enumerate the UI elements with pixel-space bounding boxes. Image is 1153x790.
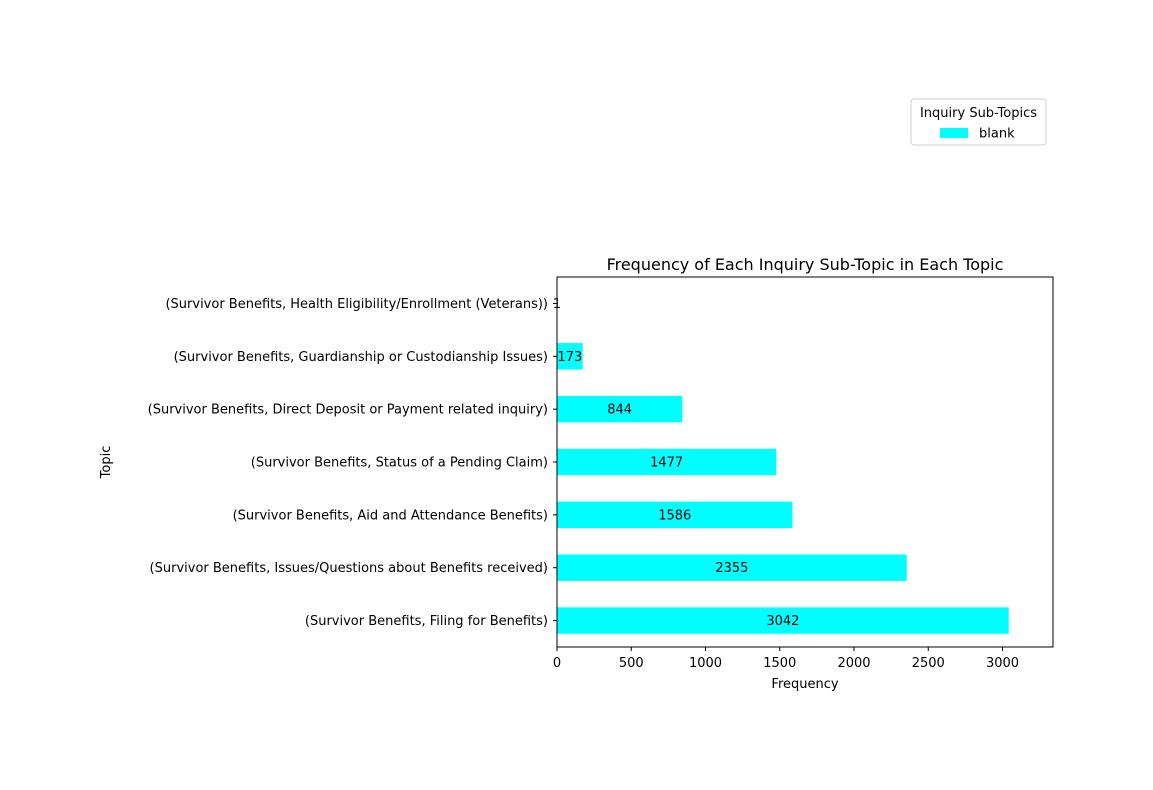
bar: [557, 501, 793, 529]
legend-entry-label: blank: [979, 127, 1015, 142]
y-tick-label: (Survivor Benefits, Issues/Questions abo…: [150, 561, 548, 576]
legend-title: Inquiry Sub-Topics: [920, 106, 1037, 121]
data-label: 1477: [650, 456, 683, 471]
bar: [557, 448, 777, 476]
y-tick-label: (Survivor Benefits, Health Eligibility/E…: [165, 297, 548, 312]
y-tick-label: (Survivor Benefits, Aid and Attendance B…: [233, 508, 548, 523]
bar: [557, 395, 683, 423]
y-axis-label: Topic: [99, 446, 114, 480]
chart-title: Frequency of Each Inquiry Sub-Topic in E…: [607, 255, 1004, 274]
x-tick-label: 3000: [986, 656, 1019, 671]
x-tick-label: 2500: [912, 656, 945, 671]
y-tick-label: (Survivor Benefits, Filing for Benefits): [305, 614, 548, 629]
x-tick-label: 1500: [763, 656, 796, 671]
data-label: 173: [557, 350, 582, 365]
data-label: 844: [607, 403, 632, 418]
x-tick-label: 2000: [837, 656, 870, 671]
x-tick-label: 1000: [689, 656, 722, 671]
x-tick-label: 500: [619, 656, 644, 671]
legend-swatch: [940, 128, 968, 138]
bar: [557, 554, 907, 581]
legend: Inquiry Sub-Topics blank: [910, 98, 1047, 146]
y-tick-label: (Survivor Benefits, Direct Deposit or Pa…: [148, 403, 548, 418]
data-label: 3042: [766, 614, 799, 629]
data-label: 2355: [715, 561, 748, 576]
x-axis-label: Frequency: [771, 677, 838, 692]
x-axis-ticks: 0 500 1000 1500 2000 2500 3000: [553, 647, 1019, 671]
y-tick-label: (Survivor Benefits, Status of a Pending …: [251, 456, 548, 471]
y-axis-ticks: (Survivor Benefits, Filing for Benefits)…: [148, 297, 557, 629]
y-tick-label: (Survivor Benefits, Guardianship or Cust…: [174, 350, 548, 365]
bar: [557, 343, 583, 370]
bar: [557, 607, 1009, 634]
x-tick-label: 0: [553, 656, 561, 671]
legend-entries: blank: [940, 127, 1015, 142]
data-label: 1586: [658, 508, 691, 523]
bars-group: [557, 290, 1009, 634]
